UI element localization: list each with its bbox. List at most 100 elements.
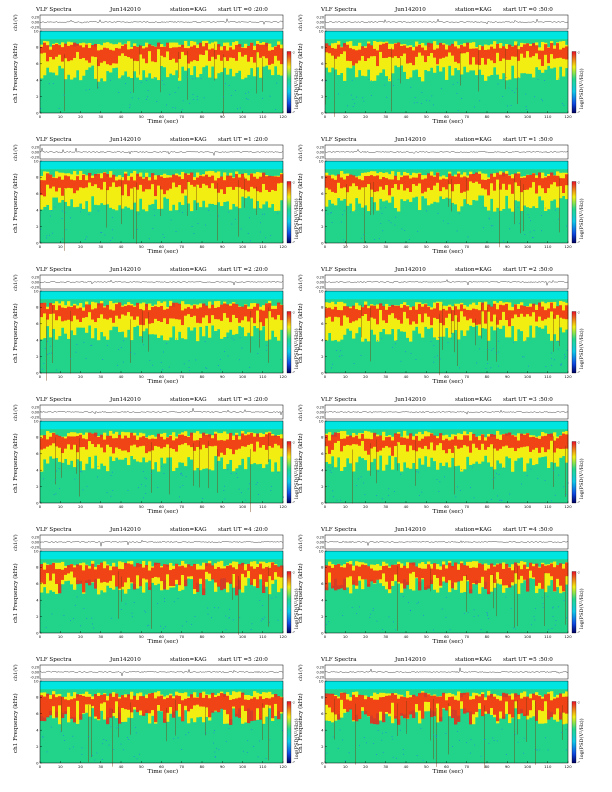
- time-tick-label: 10: [58, 764, 63, 769]
- time-tick-label: 20: [78, 114, 83, 119]
- time-tick-label: 120: [564, 244, 572, 249]
- frequency-tick-label: 2: [321, 224, 324, 229]
- time-tick-label: 90: [505, 504, 510, 509]
- time-tick-label: 110: [544, 374, 552, 379]
- frequency-tick-label: 2: [36, 484, 39, 489]
- frequency-axis-label: ch1 Frequency (kHz): [298, 433, 304, 493]
- panel-date: Jun142010: [110, 267, 141, 273]
- trace-tick-label: 0.00: [316, 150, 324, 154]
- frequency-tick-label: 10: [319, 678, 324, 683]
- frequency-tick-label: 8: [321, 695, 324, 700]
- trace-tick-label: 0.00: [31, 280, 39, 284]
- time-tick-label: 10: [58, 374, 63, 379]
- frequency-tick-label: 4: [36, 468, 39, 473]
- time-axis-label: Time (sec): [147, 769, 179, 775]
- frequency-tick-label: 6: [36, 711, 39, 716]
- frequency-axis-label: ch1 Frequency (kHz): [13, 43, 19, 103]
- frequency-tick-label: 6: [36, 61, 39, 66]
- time-tick-label: 50: [424, 374, 429, 379]
- panel-date: Jun142010: [395, 137, 426, 143]
- trace-tick-label: -0.20: [315, 415, 324, 419]
- time-tick-label: 40: [119, 764, 124, 769]
- time-tick-label: 80: [485, 504, 490, 509]
- colorbar-tick-label: -7: [292, 240, 295, 244]
- frequency-tick-label: 2: [321, 94, 324, 99]
- trace-tick-label: -0.20: [30, 675, 39, 679]
- frequency-tick-label: 0: [36, 110, 39, 115]
- trace-tick-label: -0.20: [30, 25, 39, 29]
- time-tick-label: 60: [159, 634, 164, 639]
- time-tick-label: 0: [324, 764, 327, 769]
- colorbar: [571, 51, 577, 114]
- panel-start-ut: start UT =0 :50:0: [503, 7, 553, 13]
- panel-station: station=KAG: [455, 397, 492, 403]
- time-tick-label: 30: [98, 764, 103, 769]
- colorbar-tick-label: -7: [577, 760, 580, 764]
- frequency-tick-label: 4: [321, 728, 324, 733]
- panel-date: Jun142010: [110, 657, 141, 663]
- colorbar: [571, 311, 577, 374]
- spectrogram-image: [325, 421, 569, 504]
- waveform-trace: [324, 18, 569, 25]
- frequency-axis-label: ch1 Frequency (kHz): [13, 693, 19, 753]
- panel-start-ut: start UT =2 :20:0: [218, 267, 268, 273]
- time-tick-label: 90: [505, 244, 510, 249]
- frequency-tick-label: 6: [321, 61, 324, 66]
- frequency-tick-label: 0: [36, 760, 39, 765]
- time-tick-label: 60: [444, 114, 449, 119]
- time-axis-label: Time (sec): [147, 639, 179, 645]
- time-tick-label: 80: [200, 114, 205, 119]
- time-tick-label: 0: [39, 634, 42, 639]
- trace-tick-label: -0.20: [30, 285, 39, 289]
- waveform-trace: [324, 148, 569, 154]
- time-tick-label: 100: [524, 764, 532, 769]
- time-tick-label: 10: [343, 504, 348, 509]
- time-axis-label: Time (sec): [147, 379, 179, 385]
- frequency-axis-label: ch1 Frequency (kHz): [298, 563, 304, 623]
- frequency-axis-label: ch1 Frequency (kHz): [13, 433, 19, 493]
- time-tick-label: 70: [179, 244, 184, 249]
- trace-tick-label: 0.20: [316, 15, 324, 19]
- frequency-axis-label: ch1 Frequency (kHz): [298, 173, 304, 233]
- time-tick-label: 120: [279, 764, 287, 769]
- time-tick-label: 20: [78, 374, 83, 379]
- time-tick-label: 50: [139, 764, 144, 769]
- time-tick-label: 120: [279, 504, 287, 509]
- colorbar-tick-label: -2: [292, 701, 295, 705]
- time-tick-label: 110: [259, 374, 267, 379]
- time-tick-label: 20: [78, 764, 83, 769]
- waveform-trace: [324, 409, 569, 415]
- colorbar-tick-label: -7: [577, 500, 580, 504]
- panel-title: VLF Spectra: [321, 527, 357, 533]
- frequency-tick-label: 0: [321, 240, 324, 245]
- panel-date: Jun142010: [395, 657, 426, 663]
- spectrogram-image: [325, 31, 569, 117]
- time-tick-label: 0: [324, 244, 327, 249]
- frequency-tick-label: 8: [321, 565, 324, 570]
- time-tick-label: 70: [179, 764, 184, 769]
- frequency-tick-label: 6: [321, 581, 324, 586]
- time-tick-label: 30: [98, 504, 103, 509]
- waveform-trace: [39, 668, 284, 677]
- frequency-tick-label: 10: [319, 158, 324, 163]
- frequency-tick-label: 10: [319, 288, 324, 293]
- time-tick-label: 120: [279, 244, 287, 249]
- time-tick-label: 90: [220, 764, 225, 769]
- time-tick-label: 40: [404, 764, 409, 769]
- time-tick-label: 30: [98, 634, 103, 639]
- spectrogram-image: [40, 161, 284, 251]
- time-tick-label: 20: [78, 634, 83, 639]
- frequency-tick-label: 0: [36, 630, 39, 635]
- time-tick-label: 70: [464, 244, 469, 249]
- panel-date: Jun142010: [395, 267, 426, 273]
- frequency-tick-label: 4: [321, 598, 324, 603]
- frequency-tick-label: 8: [36, 435, 39, 440]
- frequency-tick-label: 0: [36, 500, 39, 505]
- time-tick-label: 20: [363, 244, 368, 249]
- frequency-tick-label: 8: [36, 45, 39, 50]
- frequency-tick-label: 0: [321, 500, 324, 505]
- colorbar-tick-label: -2: [577, 701, 580, 705]
- frequency-tick-label: 2: [36, 614, 39, 619]
